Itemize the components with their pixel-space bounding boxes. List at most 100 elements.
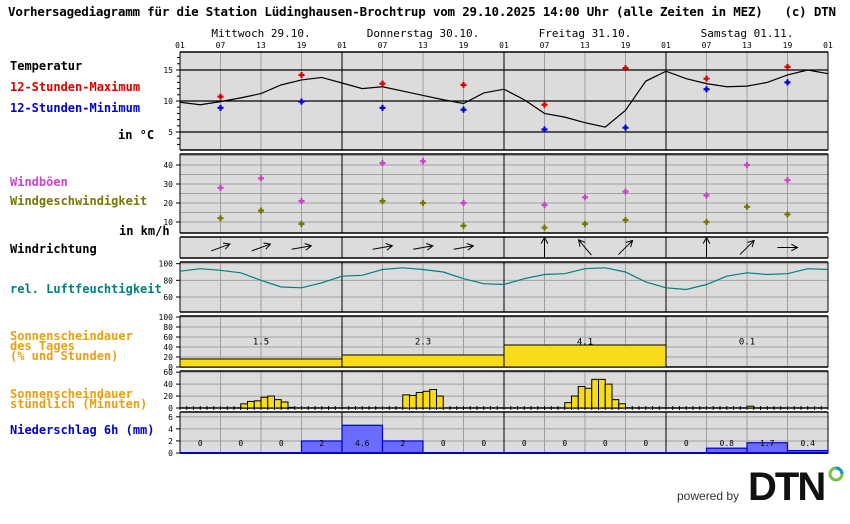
precipitation-value-label: 0.8 (720, 439, 735, 448)
hour-tick-label: 01 (823, 41, 833, 50)
axis-tick-label: 20 (163, 353, 173, 362)
precipitation-value-label: 0 (238, 439, 243, 448)
precipitation-value-label: 0 (562, 439, 567, 448)
axis-tick-label: 2 (168, 437, 173, 446)
wind-direction-arrow-icon (372, 243, 394, 251)
label-sun-day: Sonnenscheindauer des Tages (% und Stund… (10, 329, 133, 363)
sunshine-hour-bar (598, 378, 606, 409)
gust-marker (258, 175, 264, 182)
wind-direction-arrow-icon (739, 239, 755, 255)
min-temp-marker (460, 106, 467, 113)
powered-by-text: powered by (677, 489, 740, 503)
axis-tick-label: 6 (168, 413, 173, 422)
label-winddir: Windrichtung (10, 242, 97, 256)
precipitation-value-label: 0 (522, 439, 527, 448)
max-temp-marker (784, 63, 791, 70)
min-temp-marker (784, 79, 791, 86)
sunshine-hour-bar (591, 378, 599, 409)
windspeed-marker (420, 199, 426, 206)
sunshine-hour-bar (571, 395, 579, 409)
axis-tick-label: 60 (163, 333, 173, 342)
min-temp-marker (217, 104, 224, 111)
gust-marker (784, 177, 791, 184)
wind-direction-arrow-icon (453, 243, 475, 251)
precipitation-value-label: 0 (481, 439, 486, 448)
precipitation-value-label: 1.7 (760, 439, 775, 448)
label-gusts: Windböen (10, 175, 68, 189)
sunshine-hour-bar (604, 383, 613, 409)
sunshine-hours-label: 1.5 (253, 338, 269, 348)
sunshine-hour-bar (253, 400, 262, 409)
hour-tick-label: 01 (499, 41, 509, 50)
axis-tick-label: 20 (163, 199, 173, 208)
precipitation-value-label: 0 (684, 439, 689, 448)
windspeed-marker (258, 207, 264, 214)
gust-marker (744, 162, 750, 169)
windspeed-marker (622, 217, 629, 224)
max-temp-marker (622, 65, 629, 72)
hour-tick-label: 07 (702, 41, 712, 50)
sunshine-day-bar (179, 358, 343, 368)
sunshine-hour-bar (267, 395, 275, 409)
humidity-line (179, 267, 829, 291)
axis-tick-label: 15 (163, 66, 173, 75)
label-max12: 12-Stunden-Maximum (10, 80, 141, 94)
sunshine-hour-bar (422, 390, 431, 409)
day-label: Freitag 31.10. (539, 27, 632, 40)
dtn-logo-text: DTN (748, 465, 826, 509)
windspeed-marker (744, 203, 750, 210)
wind-direction-arrow-icon (540, 236, 549, 258)
hour-tick-label: 01 (337, 41, 347, 50)
gust-marker (298, 198, 305, 205)
axis-tick-label: 5 (168, 128, 173, 137)
forecast-chart: Mittwoch 29.10. Donnerstag 30.10. Freitag … (159, 27, 833, 458)
min-temp-marker (298, 98, 305, 105)
label-precip: Niederschlag 6h (mm) (10, 423, 155, 437)
precipitation-value-label: 0 (603, 439, 608, 448)
wind-direction-arrow-icon (291, 243, 313, 251)
label-temp-unit: in °C (118, 128, 155, 142)
windspeed-marker (379, 198, 386, 205)
sunshine-hour-bar (611, 399, 620, 409)
max-temp-marker (217, 93, 224, 100)
dtn-logo-ring-icon (828, 466, 844, 482)
windspeed-marker (784, 211, 791, 218)
min-temp-marker (379, 104, 386, 111)
label-humidity: rel. Luftfeuchtigkeit (10, 282, 162, 296)
sunshine-hour-bar (584, 387, 593, 409)
axis-tick-label: 0 (168, 449, 173, 458)
windspeed-marker (217, 215, 224, 222)
axis-tick-label: 80 (163, 276, 173, 285)
sunshine-day-bar (503, 344, 667, 368)
label-min12: 12-Stunden-Minimum (10, 101, 141, 115)
min-temp-marker (541, 126, 548, 133)
hour-tick-label: 13 (256, 41, 266, 50)
wind-direction-arrow-icon (251, 242, 272, 252)
wind-direction-arrow-icon (777, 243, 799, 252)
hour-tick-label: 19 (783, 41, 793, 50)
gust-marker (541, 201, 548, 208)
precipitation-value-label: 0 (198, 439, 203, 448)
min-temp-marker (703, 86, 710, 93)
gust-marker (703, 192, 710, 199)
label-wind-unit: in km/h (119, 224, 170, 238)
axis-tick-label: 10 (163, 97, 173, 106)
hour-tick-label: 19 (621, 41, 631, 50)
sunshine-hour-bar (247, 400, 255, 409)
axis-tick-label: 100 (159, 313, 174, 322)
hour-tick-label: 01 (175, 41, 185, 50)
hour-tick-label: 01 (661, 41, 671, 50)
windspeed-marker (703, 218, 710, 225)
sunshine-hours-label: 0.1 (739, 338, 755, 348)
precipitation-value-label: 2 (319, 439, 324, 448)
max-temp-marker (541, 101, 548, 108)
day-label: Samstag 01.11. (701, 27, 794, 40)
sunshine-hour-bar (564, 402, 572, 409)
hour-tick-label: 13 (742, 41, 752, 50)
windspeed-marker (541, 224, 548, 231)
hour-tick-label: 19 (297, 41, 307, 50)
label-sun-hourly: Sonnenscheindauer stündlich (Minuten) (10, 387, 148, 411)
sunshine-hour-bar (240, 403, 248, 409)
hour-tick-label: 07 (378, 41, 388, 50)
windspeed-marker (298, 220, 305, 227)
